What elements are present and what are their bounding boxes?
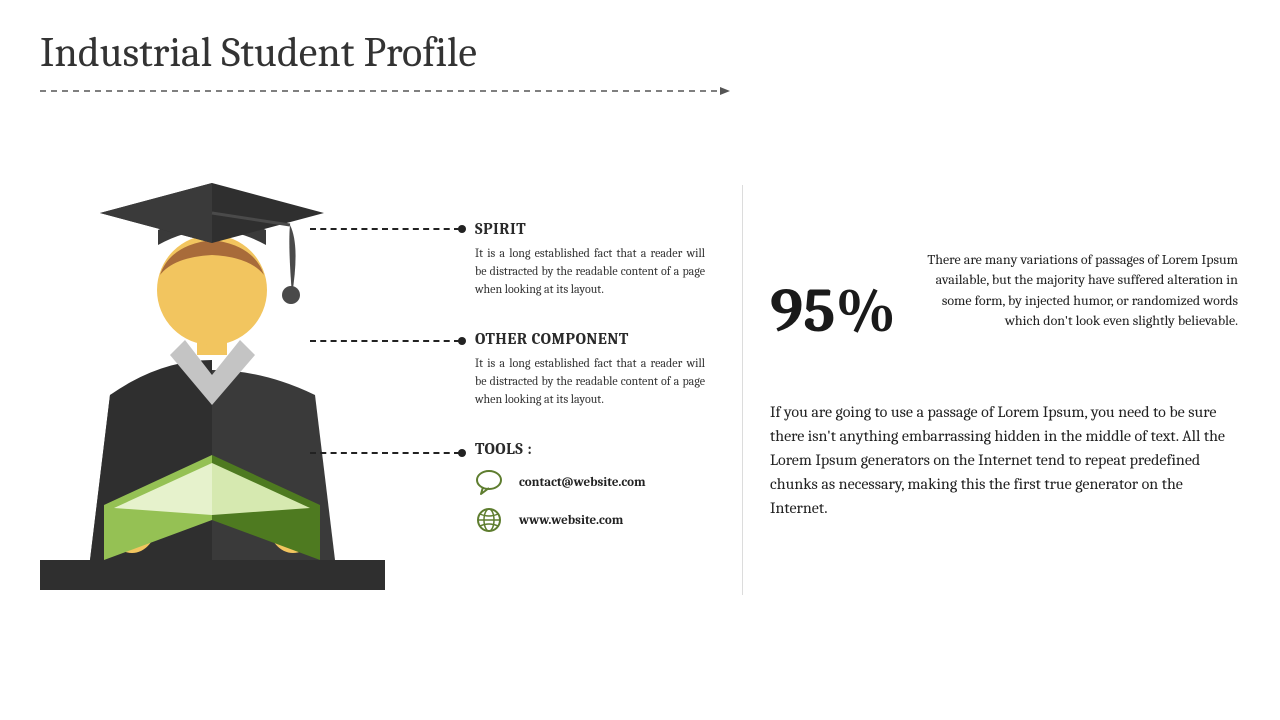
tool-row-contact: contact@website.com: [475, 468, 705, 496]
callout-tools: TOOLS : contact@website.com www.website.…: [475, 440, 705, 534]
callout-title: OTHER COMPONENT: [475, 330, 705, 348]
leader-line-3: [310, 452, 460, 454]
callout-body: It is a long established fact that a rea…: [475, 244, 705, 298]
callout-spirit: SPIRIT It is a long established fact tha…: [475, 220, 705, 298]
title-arrow: [40, 82, 730, 92]
leader-line-2: [310, 340, 460, 342]
callout-body: It is a long established fact that a rea…: [475, 354, 705, 408]
contact-text: contact@website.com: [519, 475, 646, 490]
speech-bubble-icon: [475, 468, 503, 496]
callout-title: SPIRIT: [475, 220, 705, 238]
tool-row-website: www.website.com: [475, 506, 705, 534]
stat-number: 95%: [770, 280, 896, 342]
page-title: Industrial Student Profile: [40, 28, 477, 77]
callout-other-component: OTHER COMPONENT It is a long established…: [475, 330, 705, 408]
vertical-divider: [742, 185, 743, 595]
graduate-illustration: [40, 175, 385, 590]
leader-line-1: [310, 228, 460, 230]
callout-title: TOOLS :: [475, 440, 705, 458]
lower-paragraph: If you are going to use a passage of Lor…: [770, 400, 1240, 520]
website-text: www.website.com: [519, 513, 623, 528]
stat-paragraph: There are many variations of passages of…: [918, 250, 1238, 331]
globe-icon: [475, 506, 503, 534]
